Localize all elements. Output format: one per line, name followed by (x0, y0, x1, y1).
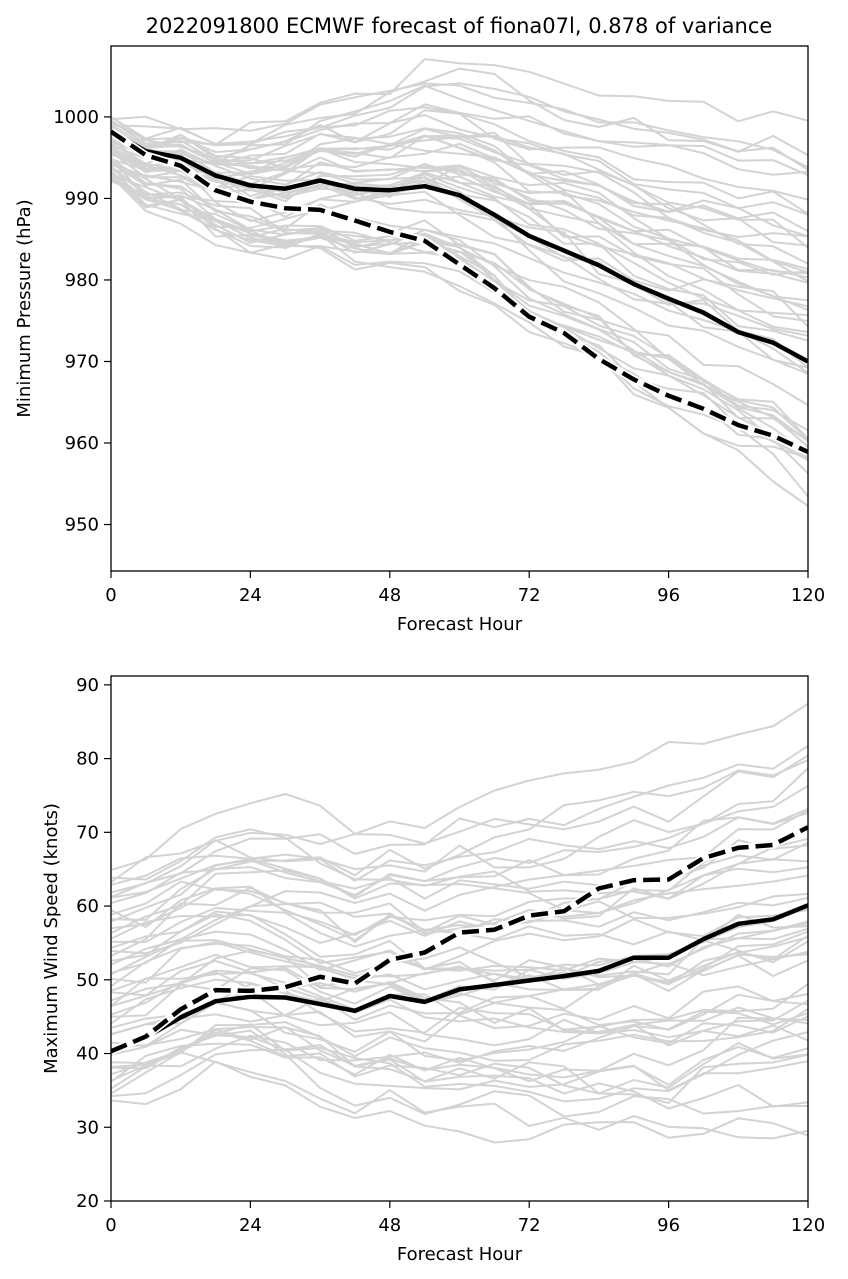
wind-ensemble-line (111, 1029, 808, 1118)
pressure-ensemble-line (111, 175, 808, 460)
wind-ensemble-line (111, 971, 808, 1042)
wind-y-tick-label: 40 (76, 1044, 99, 1065)
pressure-mean-lines (111, 128, 808, 456)
wind-ensemble-line (111, 854, 808, 914)
pressure-ensemble-line (111, 148, 808, 275)
wind-ensemble-line (111, 1060, 808, 1144)
pressure-ensemble-line (111, 149, 808, 369)
wind-ensemble-line (111, 828, 808, 900)
pressure-y-tick-label: 970 (65, 351, 99, 372)
wind-y-tick-label: 30 (76, 1117, 99, 1138)
wind-ensemble-line (111, 702, 808, 871)
wind-panel: 0 24 48 72 96 120 20 30 40 50 60 70 80 90 Forecast H… (41, 675, 825, 1265)
wind-y-tick-label: 60 (76, 896, 99, 917)
pressure-solid-mean-line (111, 129, 808, 364)
pressure-x-axis-label: Forecast Hour (397, 614, 523, 635)
wind-ensemble-line (111, 969, 808, 1029)
wind-ensemble-line (111, 1010, 808, 1082)
pressure-ensemble-line (111, 156, 808, 440)
wind-ensemble-line (111, 1028, 808, 1104)
wind-ensemble-line (111, 920, 808, 984)
pressure-x-axis: 0 24 48 72 96 120 (105, 571, 825, 606)
pressure-plot-frame (110, 45, 809, 572)
pressure-ensemble-line (111, 166, 808, 498)
wind-ensemble-line (111, 936, 808, 986)
wind-solid-mean-line (111, 903, 808, 1054)
wind-ensemble-line (111, 858, 808, 962)
wind-ensemble-line (111, 809, 808, 955)
wind-ensemble-line (111, 839, 808, 900)
pressure-x-tick-label: 72 (518, 585, 541, 606)
pressure-ensemble-line (111, 143, 808, 247)
pressure-y-axis: 950 960 970 980 990 1000 (53, 107, 111, 536)
wind-ensemble-line (111, 784, 808, 935)
wind-x-tick-label: 72 (518, 1215, 541, 1236)
pressure-ensemble-members (111, 58, 808, 507)
pressure-x-tick-label: 96 (657, 585, 680, 606)
pressure-ensemble-line (111, 127, 808, 233)
wind-ensemble-line (111, 960, 808, 1033)
wind-ensemble-line (111, 1008, 808, 1068)
wind-y-tick-label: 90 (76, 675, 99, 696)
pressure-ensemble-line (111, 171, 808, 337)
wind-ensemble-line (111, 922, 808, 988)
pressure-ensemble-line (111, 103, 808, 177)
wind-x-tick-label: 96 (657, 1215, 680, 1236)
pressure-ensemble-line (111, 82, 808, 169)
wind-x-tick-label: 0 (105, 1215, 116, 1236)
pressure-x-tick-label: 24 (239, 585, 262, 606)
figure-title: 2022091800 ECMWF forecast of fiona07l, 0… (146, 14, 773, 38)
wind-dashed-mean-line (111, 825, 808, 1054)
wind-x-tick-label: 120 (791, 1215, 825, 1236)
pressure-ensemble-line (111, 160, 808, 448)
pressure-ensemble-line (111, 140, 808, 333)
wind-ensemble-line (111, 880, 808, 934)
pressure-ensemble-line (111, 67, 808, 157)
pressure-y-tick-label: 980 (65, 270, 99, 291)
pressure-y-tick-label: 990 (65, 188, 99, 209)
wind-ensemble-line (111, 949, 808, 1010)
pressure-y-tick-label: 950 (65, 515, 99, 536)
wind-x-tick-label: 48 (378, 1215, 401, 1236)
pressure-ensemble-line (111, 130, 808, 302)
pressure-ensemble-line (111, 125, 808, 265)
pressure-ensemble-line (111, 134, 808, 279)
wind-y-axis-label: Maximum Wind Speed (knots) (41, 803, 62, 1074)
wind-ensemble-line (111, 759, 808, 904)
wind-ensemble-line (111, 930, 808, 1018)
wind-ensemble-line (111, 913, 808, 991)
wind-y-tick-label: 80 (76, 749, 99, 770)
wind-plot-frame (110, 675, 809, 1202)
wind-y-axis: 20 30 40 50 60 70 80 90 (76, 675, 111, 1212)
wind-y-tick-label: 70 (76, 822, 99, 843)
pressure-x-tick-label: 0 (105, 585, 116, 606)
wind-y-tick-label: 20 (76, 1191, 99, 1212)
wind-mean-lines (111, 823, 808, 1055)
wind-x-axis-label: Forecast Hour (397, 1244, 523, 1265)
pressure-y-tick-label: 1000 (53, 107, 99, 128)
wind-ensemble-line (111, 754, 808, 884)
wind-ensemble-line (111, 1045, 808, 1098)
pressure-y-axis-label: Minimum Pressure (hPa) (14, 199, 35, 417)
pressure-ensemble-line (111, 58, 808, 146)
pressure-y-tick-label: 960 (65, 433, 99, 454)
pressure-ensemble-line (111, 119, 808, 238)
wind-x-axis: 0 24 48 72 96 120 (105, 1201, 825, 1236)
wind-ensemble-line (111, 1051, 808, 1140)
pressure-dashed-mean-line (111, 129, 808, 455)
wind-ensemble-line (111, 807, 808, 894)
pressure-x-tick-label: 48 (378, 585, 401, 606)
wind-y-tick-label: 50 (76, 970, 99, 991)
wind-ensemble-line (111, 1026, 808, 1110)
pressure-panel: 0 24 48 72 96 120 950 960 970 980 990 1000 Forecas… (14, 45, 825, 635)
pressure-x-tick-label: 120 (791, 585, 825, 606)
pressure-ensemble-line (111, 157, 808, 441)
wind-ensemble-line (111, 909, 808, 974)
wind-ensemble-line (111, 983, 808, 1036)
pressure-ensemble-line (111, 144, 808, 312)
wind-x-tick-label: 24 (239, 1215, 262, 1236)
